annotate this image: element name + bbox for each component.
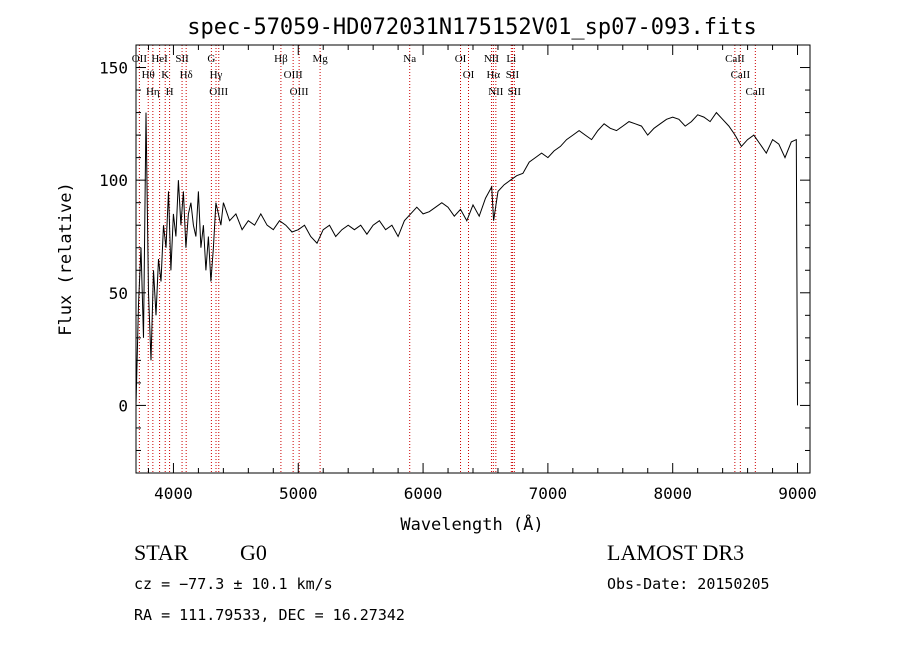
line-marker-label: OIII [284,69,303,81]
spectrum-line [135,111,798,406]
y-tick-label: 150 [99,59,128,78]
object-class: STAR [134,540,189,565]
line-marker-label: Na [403,53,416,65]
line-marker-label: G [207,53,215,65]
line-marker-label: Hδ [180,69,193,81]
line-marker-label: OI [463,69,475,81]
line-marker-label: Hη [146,86,160,98]
spectrum-series [135,111,798,406]
line-marker-label: OI [455,53,467,65]
line-marker-label: Mg [312,53,328,65]
y-tick-label: 0 [118,396,128,415]
line-marker-label: K [161,69,169,81]
line-marker-label: NII [484,53,500,65]
observation-date: Obs-Date: 20150205 [607,575,770,593]
line-marker-label: OIII [209,86,228,98]
redshift-velocity: cz = −77.3 ± 10.1 km/s [134,575,333,593]
line-marker-label: Hθ [142,69,155,81]
plot-frame [135,44,811,474]
line-marker-label: Hβ [274,53,288,65]
line-marker-label: SII [506,69,520,81]
line-marker-label: CaII [725,53,745,65]
x-tick-label: 7000 [529,484,568,503]
line-marker-label: H [166,86,174,98]
x-tick-label: 8000 [653,484,692,503]
object-subclass: G0 [240,540,267,565]
x-tick-label: 4000 [154,484,193,503]
chart-title: spec-57059-HD072031N175152V01_sp07-093.f… [187,15,757,40]
line-marker-label: HeI [151,53,168,65]
y-tick-label: 50 [109,284,128,303]
y-axis-label: Flux (relative) [56,182,76,336]
line-marker-label: OII [132,53,148,65]
line-marker-labels: OII Hθ Hη HeI KH SII Hδ G Hγ OIII Hβ OIII OIII Mg Na OI… [132,53,766,98]
line-markers [138,45,756,473]
line-marker-label: SII [175,53,189,65]
survey-name: LAMOST DR3 [607,540,744,565]
x-axis-ticks: 4000 5000 6000 7000 8000 9000 [147,45,817,503]
line-marker-label: Li [506,53,516,65]
line-marker-label: OIII [290,86,309,98]
line-marker-label: CaII [731,69,751,81]
y-tick-label: 100 [99,171,128,190]
x-tick-label: 5000 [279,484,318,503]
x-axis-label: Wavelength (Å) [400,513,543,535]
line-marker-label: CaII [746,86,766,98]
line-marker-label: Hγ [210,69,223,81]
line-marker-label: Hα [486,69,500,81]
x-tick-label: 9000 [778,484,817,503]
x-tick-label: 6000 [404,484,443,503]
line-marker-label: NII [488,86,504,98]
y-axis-ticks: 0 50 100 150 [99,44,810,451]
line-marker-label: SII [508,86,522,98]
coordinates: RA = 111.79533, DEC = 16.27342 [134,606,405,624]
